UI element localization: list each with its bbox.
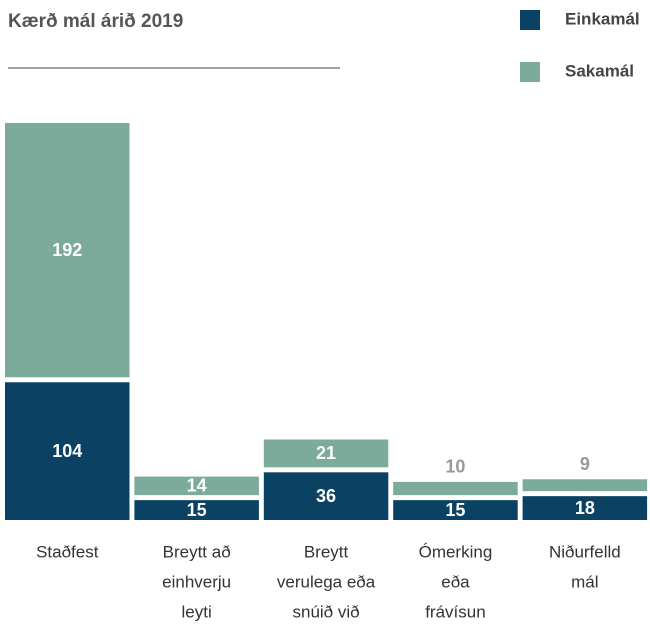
data-label: 9 — [580, 454, 590, 474]
legend-label: Sakamál — [565, 61, 634, 80]
chart-title: Kærð mál árið 2019 — [8, 11, 183, 32]
legend-swatch — [520, 10, 540, 30]
data-label: 21 — [316, 443, 336, 463]
legend-swatch — [520, 62, 540, 82]
bar-segment — [522, 496, 648, 520]
bar-segment — [5, 382, 130, 520]
bar-segment — [134, 500, 259, 520]
x-tick-label: frávísun — [425, 602, 485, 621]
data-label: 15 — [187, 500, 207, 520]
legend-label: Einkamál — [565, 9, 640, 28]
data-label: 104 — [52, 441, 82, 461]
x-tick-label: snúið við — [292, 602, 359, 621]
bar-segment — [263, 439, 389, 468]
x-tick-label: verulega eða — [277, 572, 376, 591]
bar-segment — [263, 472, 389, 520]
x-tick-label: Breytt að — [163, 542, 231, 561]
data-label: 10 — [445, 457, 465, 477]
x-tick-label: Niðurfelld — [549, 542, 621, 561]
x-tick-label: Ómerking — [419, 542, 493, 561]
data-label: 15 — [445, 500, 465, 520]
data-label: 36 — [316, 486, 336, 506]
x-tick-label: leyti — [182, 602, 212, 621]
bar-segment — [5, 123, 130, 378]
data-label: 18 — [575, 498, 595, 518]
x-tick-label: Staðfest — [36, 542, 99, 561]
bar-segment — [393, 500, 518, 520]
x-tick-label: einhverju — [162, 572, 231, 591]
x-tick-label: Breytt — [304, 542, 349, 561]
bar-segment — [393, 481, 518, 496]
x-tick-label: mál — [571, 572, 598, 591]
x-tick-label: eða — [441, 572, 470, 591]
data-label: 14 — [187, 476, 207, 496]
bar-segment — [134, 476, 259, 496]
data-label: 192 — [52, 240, 82, 260]
bar-segment — [522, 479, 648, 492]
